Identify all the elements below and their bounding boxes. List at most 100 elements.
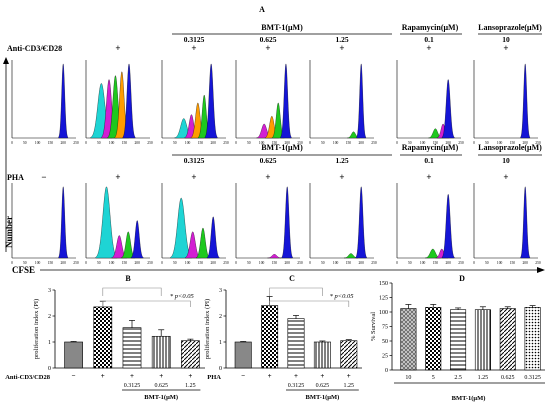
histogram-tick-label: 200 — [211, 261, 217, 265]
panel-letter: B — [125, 274, 131, 283]
bar — [474, 309, 491, 371]
y-tick-label: 2 — [48, 314, 51, 320]
y-tick-label: 3 — [219, 288, 222, 294]
histogram-peak — [355, 186, 367, 259]
category-label: 0.625 — [316, 383, 330, 389]
histogram-tick-label: 100 — [497, 261, 503, 265]
histogram-tick-label: 50 — [485, 141, 489, 145]
concentration-label: 0.3125 — [184, 156, 205, 165]
histogram-tick-label: 50 — [321, 261, 325, 265]
histogram-peak — [520, 186, 530, 259]
histogram-tick-label: 100 — [420, 141, 426, 145]
bar — [524, 307, 541, 371]
histogram-panel: 0 50 100 150 200 250 — [473, 183, 541, 265]
y-tick-label: 0 — [385, 368, 388, 374]
histogram-peak — [441, 193, 455, 259]
panel-a-letter: A — [259, 5, 265, 14]
histogram-tick-label: 200 — [61, 141, 67, 145]
stim-sign: − — [41, 172, 46, 182]
histogram-peak — [280, 63, 292, 139]
histogram-tick-label: 100 — [259, 141, 265, 145]
y-tick-label: 2 — [219, 314, 222, 320]
concentration-label: 1.25 — [335, 35, 348, 44]
histogram-tick-label: 100 — [420, 261, 426, 265]
stim-label: Anti-CD3/CD28 — [5, 374, 51, 381]
histogram-panel: 0 50 100 150 200 250 — [396, 183, 464, 265]
significance-bracket — [269, 300, 350, 307]
category-label: 1.25 — [185, 383, 196, 389]
histogram-tick-label: 150 — [122, 261, 128, 265]
y-tick-label: 3 — [48, 288, 51, 294]
histogram-tick-label: 100 — [259, 261, 265, 265]
histogram-tick-label: 50 — [408, 261, 412, 265]
histogram-tick-label: 50 — [485, 261, 489, 265]
histogram-panel: 0 50 100 150 200 250 — [11, 183, 79, 265]
histogram-peak — [520, 63, 530, 139]
stim-sign: − — [72, 372, 76, 380]
histogram-tick-label: 250 — [223, 261, 229, 265]
bar — [287, 318, 305, 369]
stim-sign: + — [265, 172, 270, 182]
category-label: 2.5 — [454, 375, 462, 381]
histogram-tick-label: 250 — [297, 261, 303, 265]
stim-sign: + — [115, 172, 120, 182]
y-tick-label: 0 — [48, 366, 51, 372]
y-axis-label: proliferation index (PI) — [33, 299, 40, 359]
histogram-tick-label: 150 — [48, 141, 54, 145]
histogram-peak — [195, 227, 211, 259]
histogram-tick-label: 150 — [198, 141, 204, 145]
histogram-tick-label: 150 — [346, 261, 352, 265]
category-label: 1.25 — [344, 383, 355, 389]
histogram-tick-label: 0 — [396, 141, 398, 145]
category-label: 1.25 — [478, 375, 489, 381]
row1-header: BMT-1(μM) Rapamycin(μM) Lansoprazole(μM)… — [7, 23, 542, 53]
histogram-panel: 0 50 100 150 200 250 — [161, 183, 229, 265]
stim-sign: + — [191, 172, 196, 182]
y-tick-label: 25 — [382, 354, 388, 360]
concentration-label: 10 — [502, 156, 510, 165]
histogram-tick-label: 0 — [235, 261, 237, 265]
histogram-tick-label: 50 — [173, 141, 177, 145]
histogram-tick-label: 50 — [408, 141, 412, 145]
histogram-peak — [58, 186, 68, 259]
histogram-tick-label: 0 — [473, 261, 475, 265]
y-axis-label-number: Number — [4, 216, 14, 248]
histogram-tick-label: 100 — [35, 141, 41, 145]
lansoprazole-header-row2: Lansoprazole(μM) — [478, 143, 542, 152]
lansoprazole-header-row1: Lansoprazole(μM) — [478, 23, 542, 32]
bar — [261, 305, 279, 369]
y-tick-label: 1 — [48, 340, 51, 346]
rapamycin-header-row1: Rapamycin(μM) — [402, 23, 459, 32]
significance-annotation: * p<0.05 — [170, 293, 195, 300]
histogram-tick-label: 200 — [211, 141, 217, 145]
stim-sign: + — [347, 372, 351, 380]
stim-sign: + — [320, 372, 324, 380]
y-tick-label: 0 — [219, 366, 222, 372]
histogram-tick-label: 50 — [97, 141, 101, 145]
histogram-peak — [95, 186, 118, 259]
histogram-tick-label: 150 — [346, 141, 352, 145]
histogram-peak — [58, 63, 68, 139]
stim-sign: + — [159, 372, 163, 380]
histogram-tick-label: 200 — [285, 141, 291, 145]
bar — [313, 341, 331, 369]
histogram-tick-label: 50 — [321, 141, 325, 145]
histogram-tick-label: 250 — [73, 141, 79, 145]
group-label: BMT-1(μM) — [306, 394, 340, 401]
histogram-tick-label: 100 — [333, 141, 339, 145]
histogram-panel: 0 50 100 150 200 250 — [235, 183, 303, 265]
y-tick-label: 75 — [382, 325, 388, 331]
stim-sign: + — [115, 43, 120, 53]
histogram-peak — [206, 216, 220, 259]
histogram-tick-label: 250 — [535, 141, 541, 145]
histogram-tick-label: 200 — [61, 261, 67, 265]
category-label: 0.3125 — [124, 383, 141, 389]
y-tick-label: 1 — [219, 340, 222, 346]
panel-letter: C — [289, 274, 295, 283]
histogram-tick-label: 100 — [497, 141, 503, 145]
significance-annotation: * p<0.05 — [330, 293, 355, 300]
stim-label-row2: PHA — [7, 173, 24, 182]
stim-sign: − — [41, 43, 46, 53]
histogram-tick-label: 250 — [147, 261, 153, 265]
group-label: BMT-1(μM) — [452, 395, 486, 402]
